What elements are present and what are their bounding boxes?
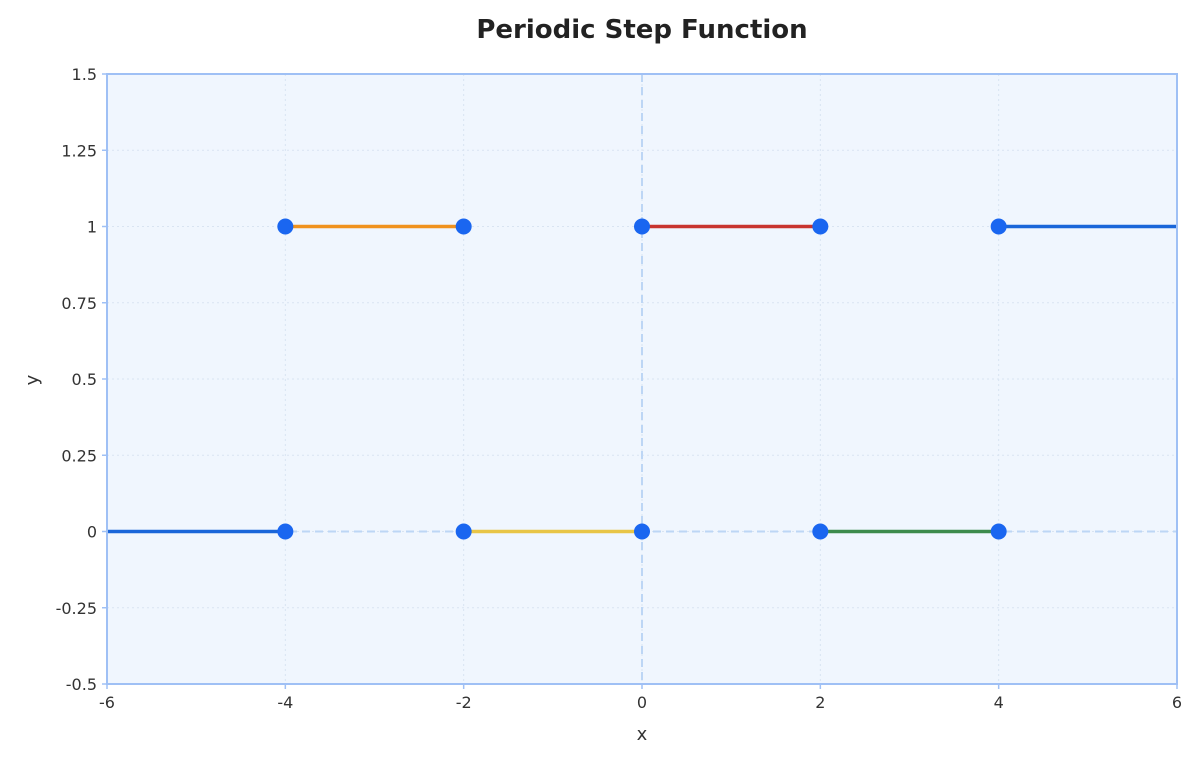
x-tick-label: -2 bbox=[456, 693, 472, 712]
y-tick-label: 0.5 bbox=[72, 370, 97, 389]
y-tick-label: -0.25 bbox=[56, 599, 97, 618]
y-tick-label: 1.5 bbox=[72, 65, 97, 84]
x-tick-label: 4 bbox=[994, 693, 1004, 712]
data-point-7 bbox=[812, 218, 829, 235]
data-point-4 bbox=[455, 523, 472, 540]
y-tick-label: 1 bbox=[87, 218, 97, 237]
x-axis-label: x bbox=[637, 724, 648, 745]
data-point-3 bbox=[455, 218, 472, 235]
data-point-5 bbox=[634, 523, 650, 540]
data-point-2 bbox=[277, 218, 294, 235]
data-point-9 bbox=[990, 523, 1007, 540]
y-tick-label: 0.75 bbox=[61, 294, 97, 313]
x-tick-label: 0 bbox=[637, 693, 647, 712]
y-tick-label: 0 bbox=[87, 523, 97, 542]
data-point-8 bbox=[812, 523, 829, 540]
data-point-10 bbox=[990, 218, 1007, 235]
x-tick-label: -4 bbox=[277, 693, 293, 712]
x-tick-label: 2 bbox=[815, 693, 825, 712]
y-axis-label: y bbox=[22, 374, 43, 385]
data-point-1 bbox=[277, 523, 294, 540]
chart-title: Periodic Step Function bbox=[476, 15, 807, 45]
y-tick-label: 1.25 bbox=[61, 141, 97, 160]
y-tick-label: 0.25 bbox=[61, 446, 97, 465]
x-tick-label: -6 bbox=[99, 693, 115, 712]
data-point-6 bbox=[634, 218, 650, 235]
y-tick-label: -0.5 bbox=[66, 675, 97, 694]
x-tick-label: 6 bbox=[1172, 693, 1182, 712]
